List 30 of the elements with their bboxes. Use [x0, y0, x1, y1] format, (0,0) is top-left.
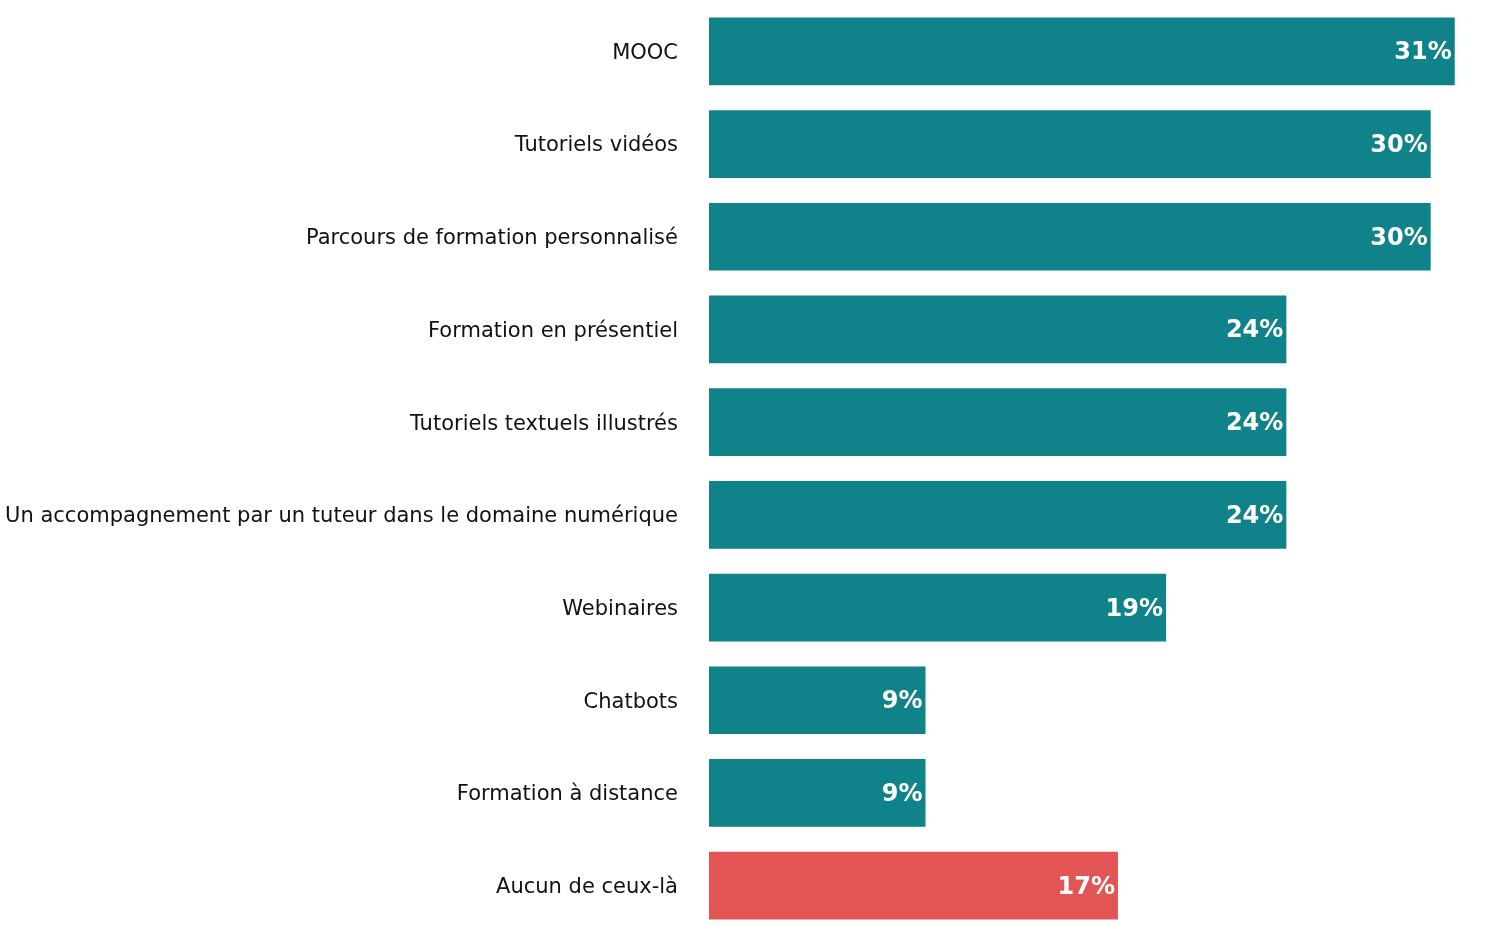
data-label: 24% — [1225, 408, 1284, 437]
data-label: 17% — [1057, 871, 1115, 900]
bar — [709, 666, 926, 735]
y-tick-label: Formation à distance — [456, 781, 678, 806]
data-label: 30% — [1370, 222, 1428, 251]
y-tick-label: Webinaires — [562, 595, 678, 620]
data-label: 24% — [1225, 315, 1284, 344]
y-tick-label: Un accompagnement par un tuteur dans le domaine numérique — [5, 503, 678, 528]
bar — [709, 573, 1167, 642]
data-label: 30% — [1370, 130, 1428, 159]
bar — [709, 481, 1287, 549]
y-tick-label: Chatbots — [583, 688, 678, 713]
y-tick-label: Formation en présentiel — [428, 317, 678, 342]
y-tick-label: Tutoriels vidéos — [513, 132, 678, 157]
y-tick-label: Aucun de ceux-là — [496, 874, 678, 898]
data-label: 31% — [1394, 37, 1452, 66]
data-label: 19% — [1105, 593, 1164, 622]
y-tick-label: Tutoriels textuels illustrés — [408, 410, 678, 435]
bar — [709, 388, 1287, 456]
bar — [709, 202, 1431, 271]
data-label: 9% — [881, 778, 923, 807]
bar — [709, 295, 1287, 364]
bar — [709, 759, 926, 827]
bar — [709, 110, 1431, 178]
y-tick-label: Parcours de formation personnalisé — [305, 225, 678, 250]
bar — [709, 17, 1455, 86]
data-label: 9% — [881, 686, 923, 715]
data-label: 24% — [1225, 500, 1284, 529]
bar — [709, 851, 1118, 920]
y-tick-label: MOOC — [612, 39, 678, 64]
